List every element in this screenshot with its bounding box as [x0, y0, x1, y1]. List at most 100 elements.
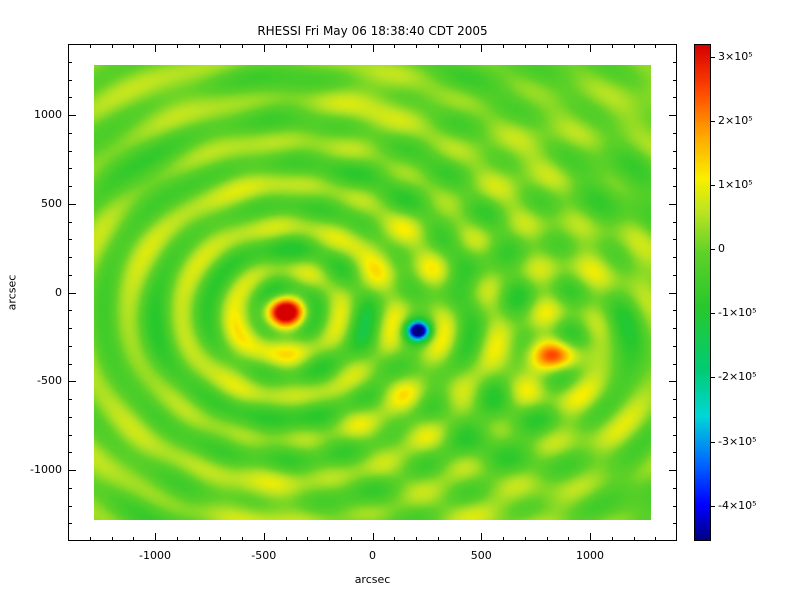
x-axis-minor-tick	[633, 45, 635, 48]
x-axis-minor-tick	[198, 537, 200, 540]
x-axis-minor-tick	[350, 45, 352, 48]
y-axis-minor-tick	[673, 328, 676, 329]
x-axis-minor-tick	[111, 45, 113, 48]
x-axis-minor-tick	[459, 45, 461, 48]
colorbar-tick	[711, 505, 715, 507]
y-axis-minor-tick	[69, 505, 72, 507]
x-axis-tick-label: 1000	[576, 549, 604, 562]
colorbar-tick	[711, 377, 715, 379]
x-axis-minor-tick	[285, 537, 287, 540]
x-axis-minor-tick	[220, 45, 222, 48]
x-axis-minor-tick	[307, 537, 309, 540]
x-axis-minor-tick	[242, 45, 243, 48]
x-axis-minor-tick	[176, 537, 178, 540]
colorbar-tick-label: 2×10⁵	[718, 113, 753, 127]
y-axis-minor-tick	[673, 452, 676, 454]
y-axis-minor-tick	[673, 487, 676, 489]
plot-title: RHESSI Fri May 06 18:38:40 CDT 2005	[257, 24, 488, 38]
y-axis-minor-tick	[673, 79, 676, 81]
colorbar-tick	[711, 185, 715, 187]
y-axis-minor-tick	[673, 168, 676, 170]
x-axis-minor-tick	[546, 537, 548, 540]
y-axis-tick	[69, 381, 76, 383]
colorbar-tick-label: 1×10⁵	[718, 178, 753, 192]
y-axis-tick-label: -500	[37, 374, 62, 388]
heatmap-image	[94, 65, 651, 520]
y-axis-tick	[669, 203, 676, 205]
x-axis-minor-tick	[416, 537, 417, 540]
x-axis-tick-label: -500	[251, 549, 277, 562]
x-axis-minor-tick	[307, 45, 309, 48]
x-axis-tick	[263, 45, 265, 52]
colorbar-tick	[711, 120, 715, 122]
x-axis-minor-tick	[394, 537, 396, 540]
colorbar-tick-label: -1×10⁵	[718, 306, 757, 320]
colorbar-tick-label: -2×10⁵	[718, 370, 757, 384]
y-axis-minor-tick	[69, 186, 72, 187]
x-axis-minor-tick	[524, 537, 526, 540]
y-axis-minor-tick	[69, 97, 72, 99]
x-axis-tick-label: 500	[470, 549, 492, 562]
x-axis-tick	[481, 533, 483, 540]
x-axis-minor-tick	[503, 45, 504, 48]
y-axis-minor-tick	[673, 416, 676, 418]
colorbar-frame	[694, 44, 711, 541]
x-axis-minor-tick	[176, 45, 178, 48]
x-axis-minor-tick	[655, 537, 657, 540]
y-axis-minor-tick	[673, 363, 676, 365]
y-axis-minor-tick	[673, 310, 676, 312]
y-axis-minor-tick	[69, 274, 72, 276]
y-axis-minor-tick	[673, 186, 676, 187]
x-axis-tick	[155, 45, 156, 52]
colorbar-tick-label: 0	[718, 242, 725, 256]
colorbar-tick	[711, 441, 715, 443]
y-axis-minor-tick	[69, 310, 72, 312]
y-axis-minor-tick	[673, 523, 676, 525]
x-axis-minor-tick	[111, 537, 113, 540]
x-axis-minor-tick	[568, 537, 570, 540]
y-axis-minor-tick	[69, 399, 72, 400]
y-axis-tick	[69, 203, 76, 205]
y-axis-tick	[69, 470, 76, 471]
y-axis-minor-tick	[69, 434, 72, 436]
x-axis-tick-label: 0	[369, 549, 376, 562]
x-axis-minor-tick	[459, 537, 461, 540]
y-axis-minor-tick	[69, 168, 72, 170]
y-axis-tick	[669, 292, 676, 294]
x-axis-tick	[372, 45, 374, 52]
y-axis-minor-tick	[69, 221, 72, 223]
x-axis-minor-tick	[611, 537, 613, 540]
x-axis-label: arcsec	[354, 573, 391, 586]
colorbar-tick-label: 3×10⁵	[718, 49, 753, 63]
y-axis-tick	[69, 292, 76, 294]
y-axis-minor-tick	[673, 61, 676, 63]
x-axis-minor-tick	[285, 45, 287, 48]
y-axis-minor-tick	[69, 363, 72, 365]
y-axis-minor-tick	[69, 79, 72, 81]
y-axis-minor-tick	[673, 239, 676, 241]
y-axis-minor-tick	[69, 239, 72, 241]
y-axis-minor-tick	[673, 274, 676, 276]
y-axis-minor-tick	[673, 257, 676, 258]
y-axis-minor-tick	[673, 150, 676, 152]
x-axis-tick-label: -1000	[139, 549, 171, 562]
y-axis-minor-tick	[69, 416, 72, 418]
x-axis-minor-tick	[416, 45, 417, 48]
y-axis-tick	[69, 115, 76, 116]
y-axis-tick	[669, 470, 676, 471]
y-axis-tick-label: 0	[55, 285, 62, 299]
colorbar-tick-label: -4×10⁵	[718, 498, 757, 512]
x-axis-minor-tick	[329, 45, 330, 48]
x-axis-minor-tick	[198, 45, 200, 48]
x-axis-minor-tick	[242, 537, 243, 540]
colorbar-tick	[711, 56, 715, 58]
x-axis-tick	[263, 533, 265, 540]
x-axis-tick	[372, 533, 374, 540]
x-axis-minor-tick	[394, 45, 396, 48]
x-axis-minor-tick	[568, 45, 570, 48]
x-axis-tick	[590, 45, 591, 52]
colorbar-tick-label: -3×10⁵	[718, 434, 757, 448]
y-axis-tick	[669, 115, 676, 116]
x-axis-tick	[155, 533, 156, 540]
